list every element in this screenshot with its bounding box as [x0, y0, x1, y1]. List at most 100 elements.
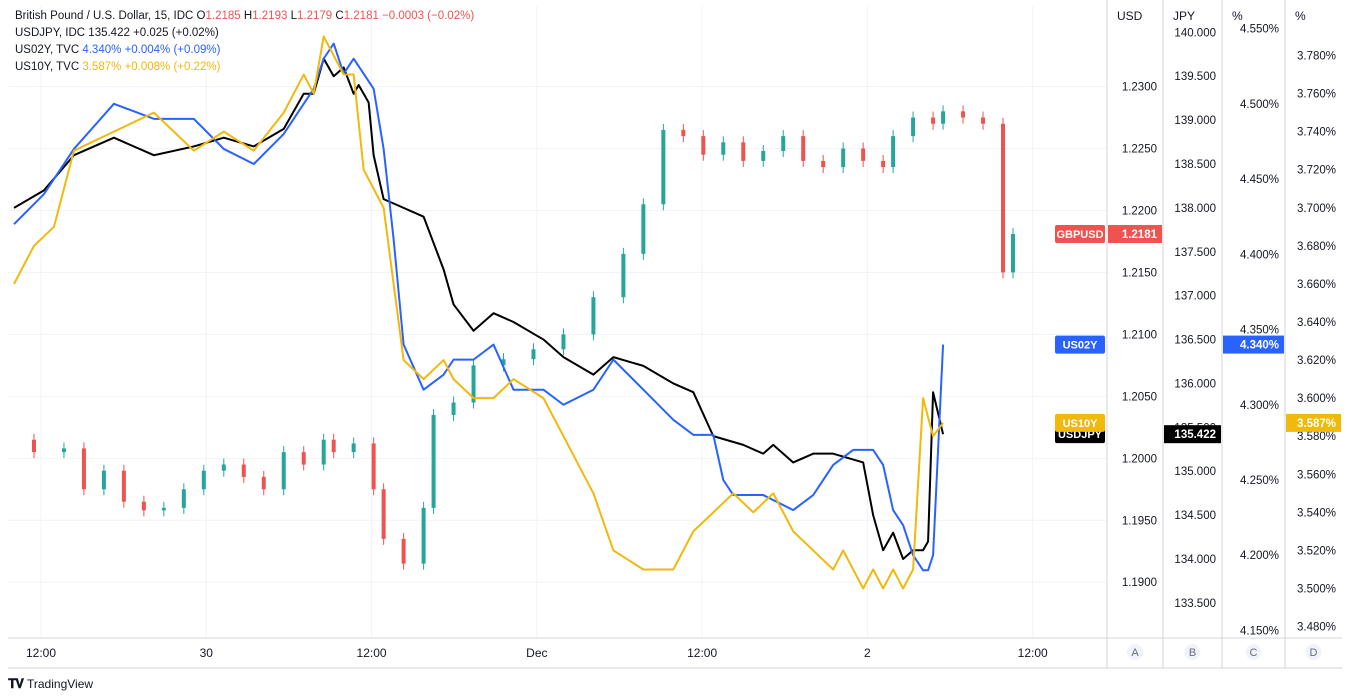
legend-h-value: 1.2193: [252, 10, 288, 22]
y-tick-label: 1.1900: [1122, 577, 1157, 589]
candle-body: [591, 297, 596, 335]
legend-gbpusd-title: British Pound / U.S. Dollar, 15, IDC: [15, 10, 194, 22]
y-tick-label: 3.640%: [1297, 317, 1336, 329]
series-name-tag: [1055, 335, 1105, 354]
last-value-tag: [1108, 225, 1162, 244]
candle-body: [421, 507, 426, 564]
candle-body: [161, 507, 166, 511]
y-tick-label: 3.700%: [1297, 203, 1336, 215]
y-tick-label: 134.000: [1174, 554, 1216, 566]
candle-body: [661, 129, 666, 205]
axis-title: USD: [1117, 9, 1143, 23]
y-tick-label: 140.000: [1174, 27, 1216, 39]
candle-body: [201, 470, 206, 490]
y-tick-label: 138.000: [1174, 203, 1216, 215]
legend-us02y: US02Y, TVC 4.340% +0.004% (+0.09%): [15, 42, 474, 59]
candle-body: [31, 439, 36, 453]
y-tick-label: 137.000: [1174, 291, 1216, 303]
y-tick-label: 1.2100: [1122, 329, 1157, 341]
chart-legend: British Pound / U.S. Dollar, 15, IDC O1.…: [15, 8, 474, 76]
legend-usdjpy-value: 135.422: [88, 27, 130, 39]
candle-body: [781, 136, 786, 151]
last-value-label: 3.587%: [1297, 418, 1336, 430]
candle-body: [531, 349, 536, 360]
candle-body: [841, 148, 846, 168]
last-value-tag: [1286, 413, 1341, 432]
y-tick-label: 3.580%: [1297, 431, 1336, 443]
candle-body: [61, 448, 66, 453]
series-name-label: GBPUSD: [1056, 229, 1103, 241]
last-value-tag: [1223, 335, 1284, 354]
candle-body: [81, 448, 86, 490]
y-tick-label: 3.780%: [1297, 50, 1336, 62]
y-tick-label: 4.500%: [1240, 99, 1279, 111]
series-tag-us10y: US10Y 3.587%: [1055, 413, 1341, 432]
y-tick-label: 139.000: [1174, 115, 1216, 127]
legend-gbpusd-change: −0.0003 (−0.02%): [382, 10, 475, 22]
candle-body: [621, 253, 626, 298]
candle-body: [281, 452, 286, 490]
y-tick-label: 1.2050: [1122, 391, 1157, 403]
axis-title: JPY: [1173, 9, 1195, 23]
axis-letter: C: [1250, 647, 1258, 659]
candle-body: [331, 439, 336, 453]
y-tick-label: 3.600%: [1297, 393, 1336, 405]
last-value-tag: [1164, 425, 1221, 444]
candle-body: [401, 538, 406, 564]
series-tag-us02y: US02Y 4.340%: [1055, 335, 1284, 354]
axis-title: %: [1232, 9, 1243, 23]
y-tick-label: 4.550%: [1240, 24, 1279, 36]
axis-letter-badge: [1305, 644, 1322, 660]
candle-body: [701, 136, 706, 155]
candle-body: [941, 111, 946, 124]
legend-us02y-value: 4.340%: [82, 44, 122, 56]
x-tick-label: 30: [200, 646, 214, 660]
legend-l-label: L: [290, 10, 297, 22]
legend-o-value: 1.2185: [205, 10, 241, 22]
last-value-label: 135.422: [1174, 429, 1216, 441]
legend-us02y-title: US02Y, TVC: [15, 44, 80, 56]
legend-usdjpy-change: +0.025 (+0.02%): [133, 27, 219, 39]
y-tick-label: 4.400%: [1240, 249, 1279, 261]
y-tick-label: 3.760%: [1297, 89, 1336, 101]
x-tick-label: 12:00: [26, 646, 56, 660]
legend-us10y-change: +0.008% (+0.22%): [124, 61, 221, 73]
candle-body: [221, 464, 226, 471]
series-name-label: USDJPY: [1058, 429, 1103, 441]
candle-body: [141, 501, 146, 511]
y-tick-label: 3.480%: [1297, 622, 1336, 634]
axis-letter: D: [1310, 647, 1318, 659]
y-tick-label: 1.1950: [1122, 515, 1157, 527]
candle-body: [961, 111, 966, 118]
axis-letter-badge: [1184, 644, 1201, 660]
x-tick-label: 12:00: [357, 646, 387, 660]
series-name-label: US10Y: [1063, 418, 1099, 430]
legend-usdjpy: USDJPY, IDC 135.422 +0.025 (+0.02%): [15, 25, 474, 42]
y-tick-label: 1.2250: [1122, 144, 1157, 156]
y-tick-label: 137.500: [1174, 247, 1216, 259]
y-tick-label: 1.2200: [1122, 205, 1157, 217]
candle-body: [301, 452, 306, 465]
candle-body: [801, 136, 806, 161]
axis-letter: B: [1189, 647, 1196, 659]
candle-body: [721, 142, 726, 155]
y-tick-label: 4.350%: [1240, 325, 1279, 337]
candle-body: [931, 117, 936, 124]
brand-label: TradingView: [27, 677, 94, 691]
candle-body: [471, 365, 476, 403]
candle-body: [321, 439, 326, 465]
axis-title: %: [1295, 9, 1306, 23]
series-line-us10y: [13, 35, 944, 590]
candle-body: [561, 334, 566, 350]
candle-body: [371, 443, 376, 490]
y-tick-label: 1.2300: [1122, 82, 1157, 94]
y-tick-label: 4.450%: [1240, 174, 1279, 186]
y-tick-label: 1.2150: [1122, 267, 1157, 279]
series-name-tag: [1055, 413, 1105, 432]
legend-h-label: H: [243, 10, 253, 22]
y-tick-label: 1.2000: [1122, 453, 1157, 465]
legend-gbpusd: British Pound / U.S. Dollar, 15, IDC O1.…: [15, 8, 474, 25]
y-tick-label: 136.500: [1174, 335, 1216, 347]
x-tick-label: 2: [864, 646, 871, 660]
